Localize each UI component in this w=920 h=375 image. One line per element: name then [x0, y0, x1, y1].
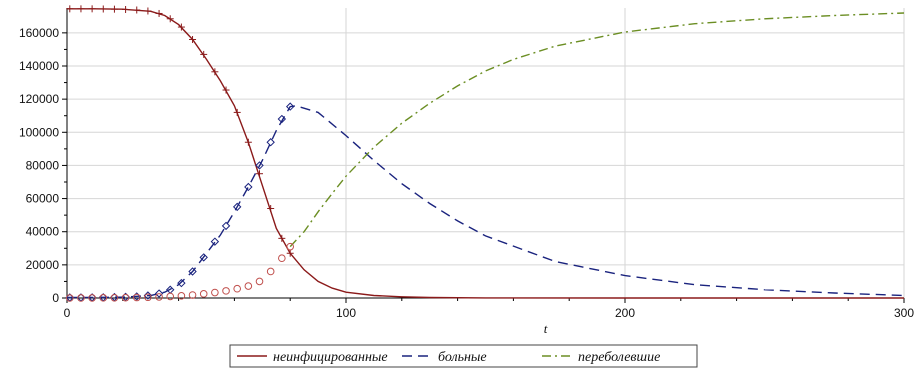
x-tick-label: 100 [336, 306, 356, 320]
circle-marker [167, 293, 174, 300]
cross-marker [156, 10, 163, 17]
y-tick-label: 160000 [19, 26, 59, 40]
y-tick-label: 0 [52, 291, 59, 305]
legend-label-1: неинфицированные [273, 350, 388, 365]
series-line-2 [67, 106, 904, 298]
x-tick-label: 0 [64, 306, 71, 320]
legend: неинфицированные больные переболевшие [230, 345, 697, 367]
y-tick-label: 140000 [19, 59, 59, 73]
y-tick-label: 80000 [26, 158, 60, 172]
cross-marker [100, 5, 107, 12]
circle-marker [256, 278, 263, 285]
series-line-3 [290, 13, 904, 247]
cross-marker [122, 6, 129, 13]
y-tick-label: 60000 [26, 192, 60, 206]
cross-marker [77, 5, 84, 12]
diamond-marker [267, 139, 274, 146]
y-tick-label: 100000 [19, 125, 59, 139]
legend-label-3: переболевшие [578, 350, 660, 365]
circle-marker [212, 289, 219, 296]
y-tick-label: 120000 [19, 92, 59, 106]
cross-marker [111, 6, 118, 13]
circle-marker [223, 288, 230, 295]
grid [67, 8, 904, 298]
y-tick-label: 40000 [26, 225, 60, 239]
diamond-marker [245, 183, 252, 190]
diamond-marker [223, 222, 230, 229]
circle-marker [287, 243, 294, 250]
cross-marker [267, 205, 274, 212]
series-lines [67, 9, 904, 298]
data-markers [66, 5, 293, 301]
cross-marker [278, 235, 285, 242]
x-tick-label: 300 [894, 306, 914, 320]
x-tick-label: 200 [615, 306, 635, 320]
circle-marker [279, 255, 286, 262]
circle-marker [189, 292, 196, 299]
circle-marker [267, 268, 274, 275]
diamond-marker [211, 238, 218, 245]
cross-marker [234, 109, 241, 116]
cross-marker [144, 7, 151, 14]
y-tick-label: 20000 [26, 258, 60, 272]
cross-marker [133, 6, 140, 13]
axes: 0 20000 40000 60000 80000 100000 120000 140000 1… [19, 8, 914, 320]
cross-marker [245, 139, 252, 146]
x-axis-label: t [544, 321, 548, 336]
circle-marker [234, 285, 241, 292]
circle-marker [245, 283, 252, 290]
series-line-1 [67, 9, 904, 298]
circle-marker [200, 291, 207, 298]
legend-label-2: больные [438, 350, 487, 365]
cross-marker [89, 5, 96, 12]
